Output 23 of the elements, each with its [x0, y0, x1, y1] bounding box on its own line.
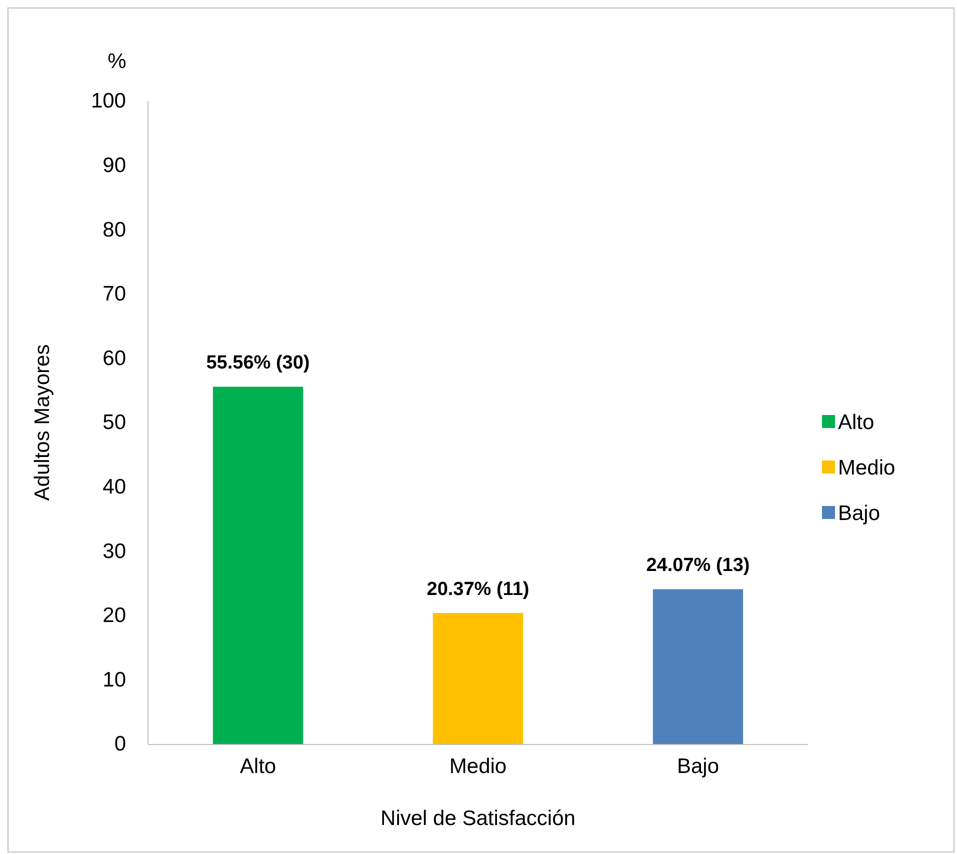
data-label: 20.37% (11)	[426, 579, 530, 600]
y-tick-label: 30	[102, 540, 126, 563]
x-tick-label: Bajo	[676, 754, 720, 778]
y-tick-label: 80	[102, 218, 126, 242]
legend-label: Alto	[838, 411, 874, 434]
data-label: 24.07% (13)	[646, 555, 750, 576]
y-tick-label: 90	[102, 154, 126, 178]
data-label: 55.56% (30)	[206, 352, 310, 374]
y-tick-label: 70	[102, 282, 126, 306]
x-tick-label: Alto	[240, 754, 276, 778]
y-tick-label: 100	[90, 90, 126, 113]
legend-label: Medio	[838, 456, 896, 480]
y-axis-title: Adultos Mayores	[31, 344, 54, 501]
legend-label: Bajo	[838, 502, 880, 525]
x-tick-label: Medio	[449, 754, 507, 778]
x-axis-title: Nivel de Satisfacción	[380, 807, 576, 830]
y-tick-label: 20	[102, 604, 126, 628]
y-tick-label: 10	[102, 668, 126, 692]
y-tick-label: 60	[102, 346, 126, 370]
y-tick-label: 40	[102, 476, 126, 499]
y-tick-label: 0	[114, 732, 126, 756]
y-tick-label: 50	[102, 411, 126, 434]
text: %	[108, 50, 126, 73]
